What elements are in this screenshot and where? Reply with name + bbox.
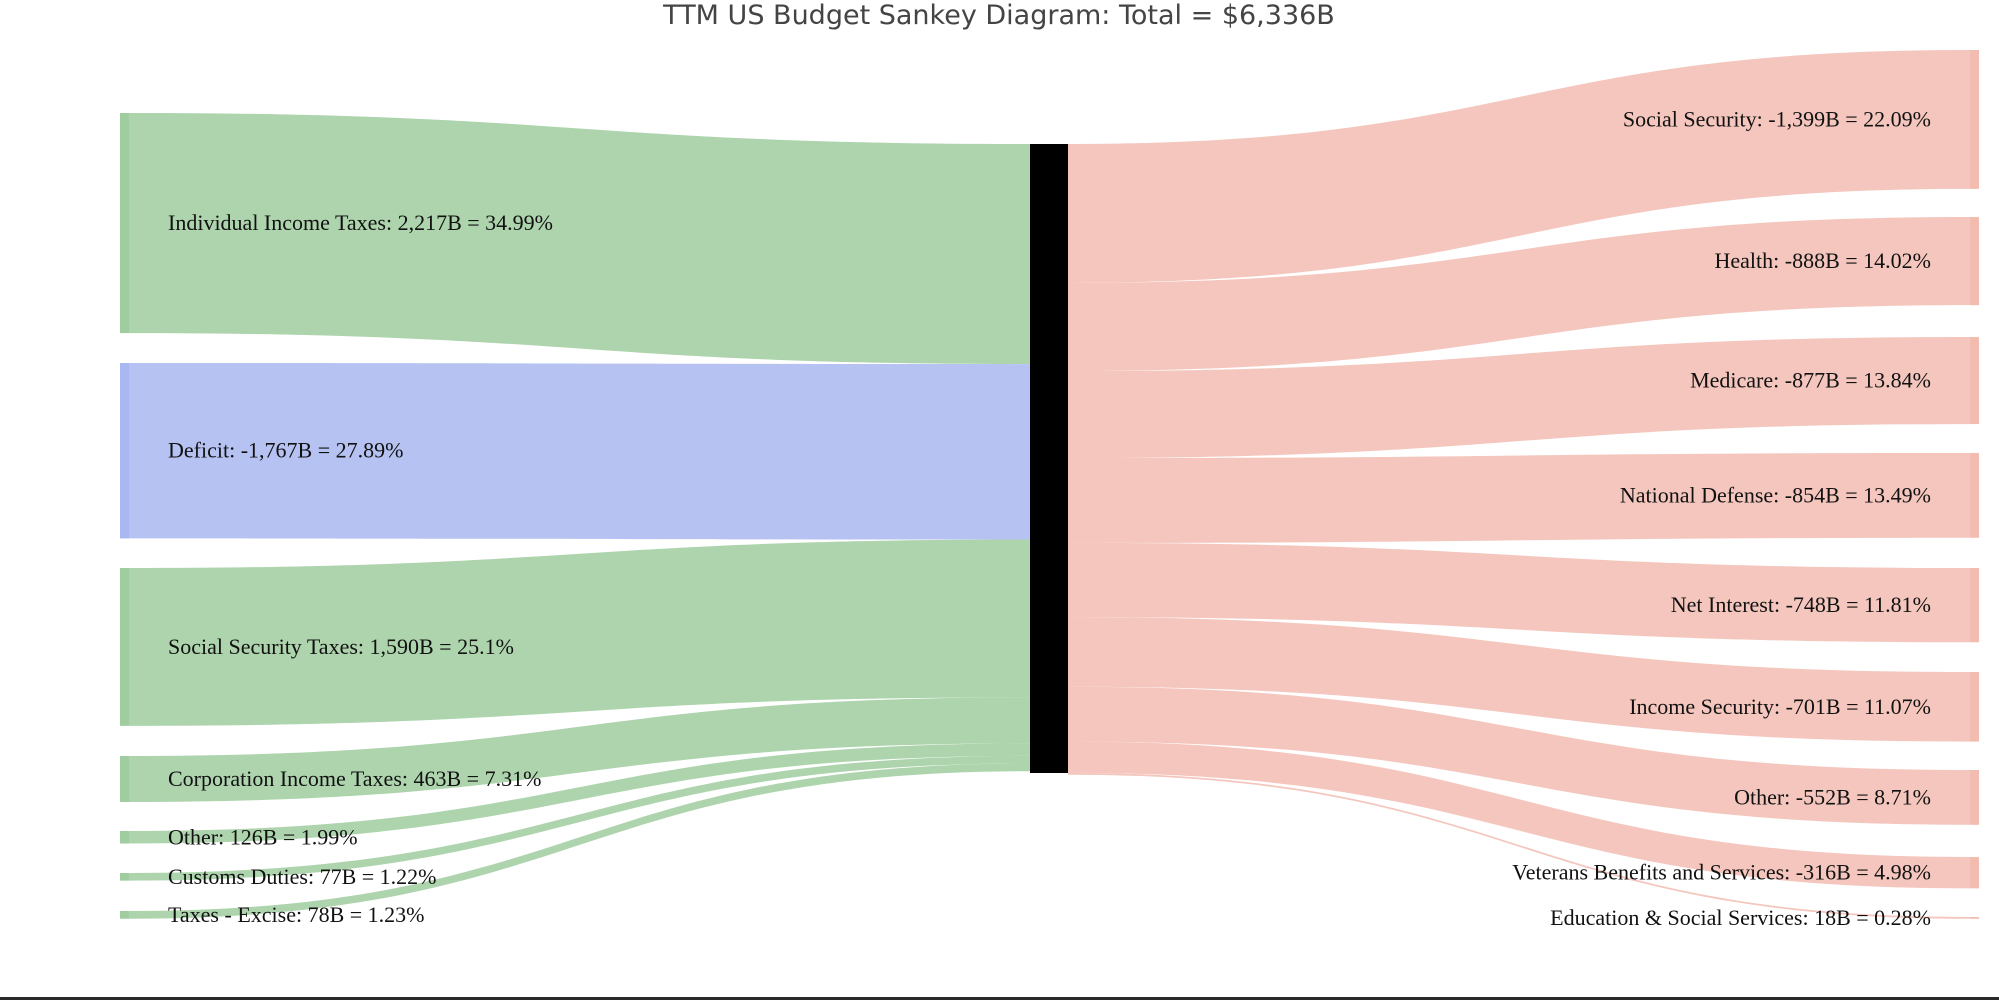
sankey-labels: Individual Income Taxes: 2,217B = 34.99%… — [168, 106, 1931, 929]
label-source-individual-income-taxes: Individual Income Taxes: 2,217B = 34.99% — [168, 210, 553, 235]
node-source-social-security-taxes — [120, 568, 129, 726]
link-total-to-social-security — [1068, 50, 1970, 283]
node-target-health — [1970, 217, 1979, 306]
link-total-to-net-interest — [1068, 542, 1970, 643]
node-target-education-social-services — [1970, 917, 1979, 919]
link-total-to-national-defense — [1068, 453, 1970, 543]
node-total-hub — [1030, 144, 1068, 773]
link-total-to-health — [1068, 217, 1970, 372]
link-total-to-education-social-services — [1068, 772, 1970, 919]
node-source-customs-duties — [120, 873, 129, 881]
label-source-deficit: Deficit: -1,767B = 27.89% — [168, 438, 403, 463]
bottom-border — [0, 997, 1999, 1000]
label-target-medicare: Medicare: -877B = 13.84% — [1690, 368, 1931, 393]
label-target-health: Health: -888B = 14.02% — [1715, 248, 1932, 273]
link-total-to-other — [1068, 686, 1970, 825]
label-target-social-security: Social Security: -1,399B = 22.09% — [1623, 106, 1931, 131]
node-target-veterans-benefits-and-services — [1970, 857, 1979, 889]
label-source-other: Other: 126B = 1.99% — [168, 824, 358, 849]
node-source-individual-income-taxes — [120, 113, 129, 334]
node-source-other — [120, 831, 129, 844]
link-taxes-excise-to-total — [129, 763, 1030, 919]
label-target-other: Other: -552B = 8.71% — [1734, 784, 1931, 809]
node-target-medicare — [1970, 337, 1979, 425]
label-source-taxes-excise: Taxes - Excise: 78B = 1.23% — [168, 902, 424, 927]
node-source-corporation-income-taxes — [120, 756, 129, 802]
link-total-to-veterans-benefits-and-services — [1068, 741, 1970, 889]
sankey-links — [129, 50, 1970, 919]
sankey-nodes — [120, 50, 1979, 919]
link-corporation-income-taxes-to-total — [129, 697, 1030, 802]
node-source-deficit — [120, 363, 129, 539]
node-target-national-defense — [1970, 453, 1979, 538]
node-source-taxes-excise — [120, 911, 129, 919]
label-source-social-security-taxes: Social Security Taxes: 1,590B = 25.1% — [168, 634, 514, 659]
label-target-national-defense: National Defense: -854B = 13.49% — [1620, 482, 1931, 507]
node-target-income-security — [1970, 672, 1979, 742]
link-customs-duties-to-total — [129, 755, 1030, 881]
link-total-to-income-security — [1068, 617, 1970, 742]
label-target-education-social-services: Education & Social Services: 18B = 0.28% — [1550, 905, 1931, 930]
link-other-to-total — [129, 743, 1030, 844]
link-individual-income-taxes-to-total — [129, 113, 1030, 365]
link-total-to-medicare — [1068, 337, 1970, 459]
link-deficit-to-total — [129, 363, 1030, 540]
node-target-net-interest — [1970, 568, 1979, 643]
label-target-income-security: Income Security: -701B = 11.07% — [1629, 694, 1931, 719]
node-target-other — [1970, 770, 1979, 825]
label-target-net-interest: Net Interest: -748B = 11.81% — [1671, 592, 1931, 617]
link-social-security-taxes-to-total — [129, 539, 1030, 726]
label-target-veterans-benefits-and-services: Veterans Benefits and Services: -316B = … — [1512, 860, 1931, 885]
chart-title: TTM US Budget Sankey Diagram: Total = $6… — [662, 0, 1335, 31]
label-source-corporation-income-taxes: Corporation Income Taxes: 463B = 7.31% — [168, 766, 541, 791]
label-source-customs-duties: Customs Duties: 77B = 1.22% — [168, 864, 436, 889]
node-target-social-security — [1970, 50, 1979, 189]
